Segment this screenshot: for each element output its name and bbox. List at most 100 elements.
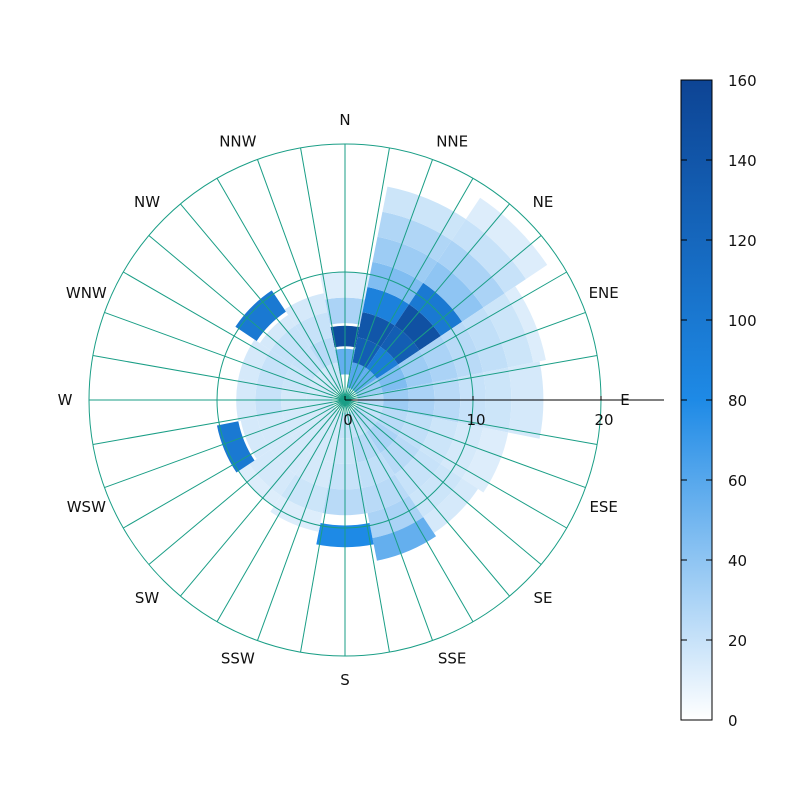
wind-cell-sw	[238, 464, 281, 507]
direction-label-ese: ESE	[589, 498, 617, 516]
wind-cell-ese	[462, 427, 509, 493]
wind-cell-ene	[419, 335, 458, 383]
colorbar-tick-label: 60	[728, 472, 747, 490]
wind-cell-se	[380, 435, 420, 475]
wind-cell-ssw	[323, 410, 343, 438]
wind-cell-ne	[451, 219, 526, 294]
wind-cell-sw	[291, 421, 324, 454]
wind-cell-ene	[355, 378, 383, 398]
wind-cell-nw	[291, 346, 324, 379]
wind-cell-nnw	[295, 312, 333, 347]
grid-spoke	[344, 399, 390, 653]
wind-cell-nne	[367, 261, 424, 305]
grid-spoke	[123, 271, 346, 401]
wind-cell-ne	[352, 368, 377, 393]
direction-label-se: SE	[533, 589, 552, 607]
colorbar-tick-label: 160	[728, 72, 757, 90]
grid-spoke	[180, 203, 346, 401]
wind-cell-ssw	[280, 474, 328, 513]
grid-spoke	[344, 399, 474, 622]
grid-spoke	[104, 311, 346, 401]
grid-spoke	[344, 235, 542, 401]
wind-cell-nw	[259, 314, 296, 351]
wind-cell-sse	[357, 453, 395, 488]
grid-spoke	[256, 399, 346, 641]
colorbar-tick-label: 120	[728, 232, 757, 250]
wind-rose-cells	[216, 186, 548, 561]
grid-spoke	[344, 355, 598, 401]
wind-cell-ne	[366, 346, 399, 379]
direction-label-sse: SSE	[438, 650, 467, 668]
colorbar-tick-label: 0	[728, 712, 738, 730]
wind-cell-ne	[437, 240, 505, 308]
radial-tick-label: 10	[466, 411, 485, 429]
wind-cell-wsw	[257, 412, 292, 450]
colorbar-tick-label: 80	[728, 392, 747, 410]
wind-cell-sw	[313, 407, 338, 432]
grid-spoke	[92, 399, 346, 445]
direction-label-wsw: WSW	[67, 498, 106, 516]
colorbar-tick-label: 40	[728, 552, 747, 570]
wind-cell-nne	[362, 287, 410, 326]
wind-cell-ene	[462, 307, 509, 373]
wind-cell-ese	[440, 422, 484, 479]
wind-cell-ne	[423, 261, 484, 322]
wind-cell-nne	[347, 362, 367, 390]
wind-cell-nw	[270, 325, 310, 365]
wind-cell-sw	[249, 449, 296, 496]
grid-spoke	[344, 399, 586, 489]
grid-spoke	[148, 399, 346, 565]
grid-spoke	[344, 271, 567, 401]
wind-cell-nne	[357, 312, 395, 347]
wind-cell-wnw	[238, 339, 271, 383]
grid-spoke	[344, 399, 510, 597]
wind-cell-nw	[235, 290, 286, 341]
grid-spoke	[344, 159, 434, 401]
wind-cell-se	[423, 478, 479, 534]
radial-axis: 0 10 20	[343, 396, 664, 429]
wind-cell-wsw	[216, 421, 255, 473]
grid-spoke	[344, 147, 390, 401]
grid-spoke	[216, 178, 346, 401]
grid-spoke	[123, 399, 346, 529]
wind-cell-se	[394, 449, 441, 496]
wind-cell-wnw	[257, 350, 292, 388]
wind-cell-ene	[483, 293, 534, 368]
radial-tick-label: 20	[594, 411, 613, 429]
wind-cell-ese	[419, 417, 458, 465]
grid-spoke	[344, 399, 434, 641]
grid-spoke	[344, 203, 510, 401]
wind-cell-wnw	[307, 378, 335, 398]
wind-cell-se	[366, 421, 399, 454]
polar-grid	[88, 143, 602, 657]
colorbar: 0 20 40 60 80 100 120 140 160	[680, 72, 757, 730]
grid-spoke	[344, 399, 542, 565]
wind-cell-nne	[372, 236, 438, 283]
direction-label-sw: SW	[135, 589, 160, 607]
grid-spoke	[300, 399, 346, 653]
wind-cell-ne	[380, 325, 420, 365]
wind-cell-se	[352, 407, 377, 432]
grid-spoke	[344, 399, 567, 529]
grid-spoke	[92, 355, 346, 401]
wind-cell-sse	[347, 410, 367, 438]
wind-cell-sse	[367, 495, 424, 539]
direction-label-w: W	[58, 391, 73, 409]
grid-spoke	[180, 399, 346, 597]
grid-spoke	[344, 178, 474, 401]
wind-cell-nne	[377, 211, 452, 262]
colorbar-tick-label: 140	[728, 152, 757, 170]
wind-cell-sw	[270, 435, 310, 475]
wind-cell-sse	[372, 517, 437, 561]
direction-label-nne: NNE	[436, 132, 468, 150]
radial-tick-label: 0	[343, 411, 353, 429]
wind-cell-nnw	[284, 293, 328, 326]
wind-cell-sse	[362, 474, 410, 513]
direction-label-n: N	[339, 111, 350, 129]
wind-cell-ese	[355, 402, 383, 422]
wind-cell-ne	[465, 197, 548, 280]
wind-cell-nw	[313, 368, 338, 393]
grid-spoke	[344, 399, 598, 445]
